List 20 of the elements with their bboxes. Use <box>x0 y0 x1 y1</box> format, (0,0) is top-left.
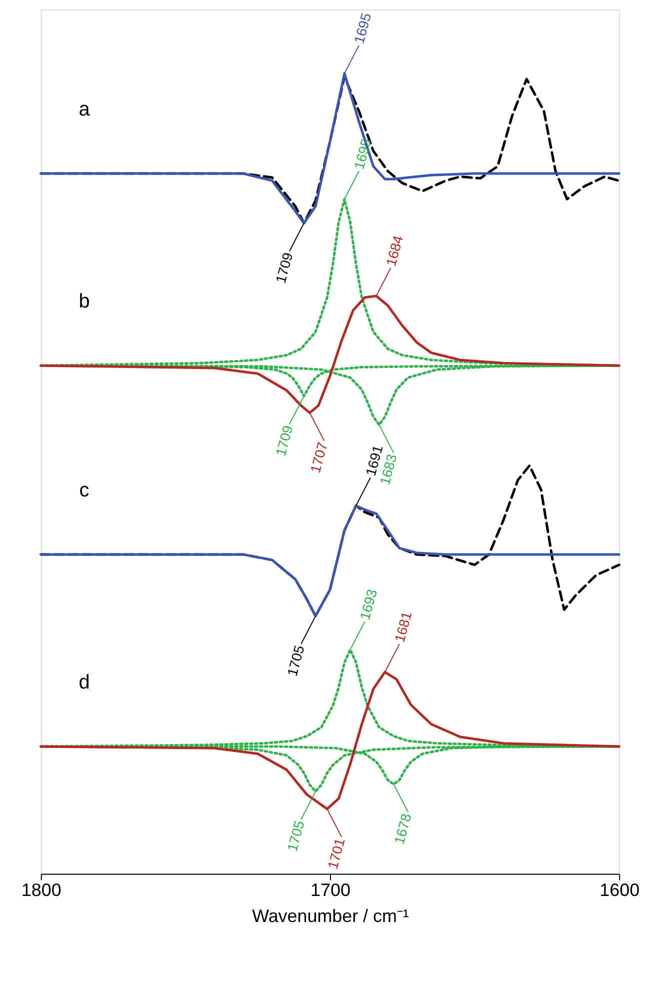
annotation: 1693 <box>356 587 380 622</box>
annotation: 1707 <box>306 440 330 474</box>
annotation: 1705 <box>284 643 308 678</box>
x-tick-label: 1800 <box>21 880 62 900</box>
x-tick-label: 1600 <box>600 880 640 900</box>
annotation: 1678 <box>390 812 414 846</box>
annotation: 1695 <box>350 136 374 171</box>
annotation: c <box>79 479 90 502</box>
annotation: d <box>78 671 90 694</box>
annotation: 1695 <box>350 10 374 46</box>
x-tick-label: 1700 <box>310 880 350 900</box>
annotation: b <box>78 290 90 313</box>
annotation: 1701 <box>324 836 348 871</box>
annotation: 1705 <box>284 818 308 854</box>
x-axis-title: Wavenumber / cm⁻¹ <box>252 906 409 926</box>
annotation: 1684 <box>382 233 406 268</box>
annotation: 1709 <box>272 423 296 458</box>
annotation: 1709 <box>272 250 296 285</box>
annotation: 1681 <box>391 610 415 644</box>
annotation: a <box>78 98 91 120</box>
